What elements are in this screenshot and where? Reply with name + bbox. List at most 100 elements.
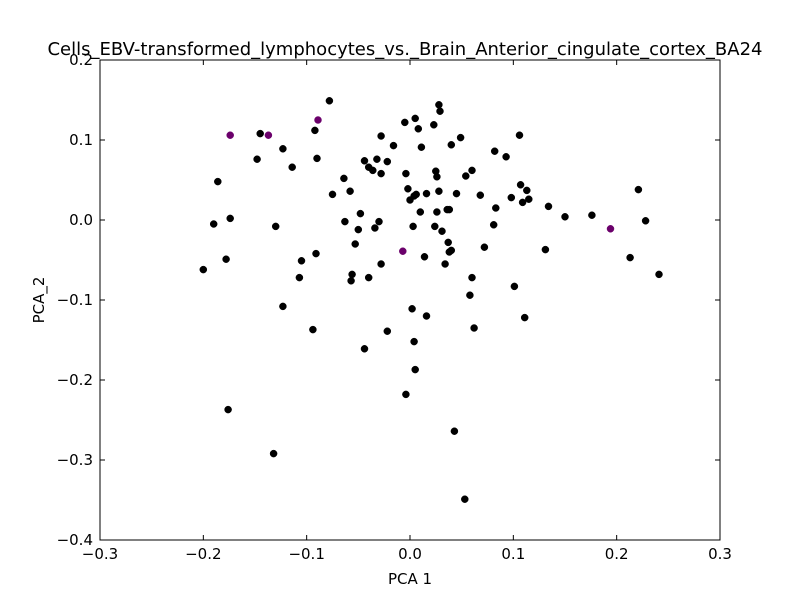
data-point <box>369 166 377 175</box>
data-point <box>416 208 425 216</box>
data-point <box>489 221 498 229</box>
data-point <box>468 273 476 282</box>
y-tick-label: −0.4 <box>57 531 93 549</box>
data-point <box>199 265 208 274</box>
y-tick-label: 0.2 <box>69 51 93 69</box>
data-point <box>492 204 500 212</box>
data-point <box>411 365 419 374</box>
data-point <box>435 101 443 109</box>
data-point <box>360 157 369 165</box>
data-point <box>433 208 441 216</box>
data-point <box>441 260 449 268</box>
data-point <box>256 129 264 138</box>
data-point <box>544 202 553 211</box>
data-point <box>490 147 499 155</box>
data-point <box>271 222 280 231</box>
data-point <box>351 240 359 248</box>
data-point <box>297 257 306 265</box>
data-point <box>346 187 354 195</box>
y-axis-label: PCA_2 <box>30 277 49 324</box>
data-point <box>433 173 441 181</box>
data-point <box>417 143 426 151</box>
data-point <box>269 449 278 458</box>
data-point <box>541 245 550 254</box>
data-point <box>364 273 373 282</box>
data-point <box>588 211 596 219</box>
y-tick-label: 0.0 <box>69 211 93 229</box>
data-point <box>431 222 439 231</box>
x-tick-label: 0.1 <box>501 545 525 563</box>
data-point <box>399 247 407 255</box>
y-axis-ticks: −0.4 −0.3 −0.2 −0.1 0.0 0.1 0.2 <box>57 51 720 549</box>
data-point <box>420 253 429 261</box>
data-point <box>468 166 476 175</box>
data-point <box>226 214 234 223</box>
data-point <box>402 390 410 399</box>
points-layer <box>199 97 663 503</box>
data-point <box>462 172 470 180</box>
data-point <box>641 217 650 225</box>
data-point <box>430 121 438 129</box>
data-point <box>328 190 337 199</box>
data-point <box>377 132 385 140</box>
data-point <box>515 131 524 139</box>
data-point <box>470 324 478 332</box>
data-point <box>561 213 569 221</box>
data-point <box>523 186 531 195</box>
data-point <box>279 145 287 153</box>
data-point <box>348 270 356 279</box>
data-point <box>606 225 615 233</box>
data-point <box>445 248 454 256</box>
x-tick-label: −0.1 <box>288 545 324 563</box>
data-point <box>377 169 385 178</box>
data-point <box>356 209 365 218</box>
data-point <box>510 282 519 291</box>
data-point <box>264 131 273 139</box>
data-point <box>224 405 232 414</box>
y-tick-label: 0.1 <box>69 131 93 149</box>
x-tick-label: 0.0 <box>398 545 422 563</box>
x-axis-ticks: −0.3 −0.2 −0.1 0.0 0.1 0.2 0.3 <box>82 60 732 563</box>
data-point <box>410 337 418 346</box>
data-point <box>476 191 485 199</box>
x-tick-label: 0.2 <box>605 545 629 563</box>
data-point <box>414 125 423 133</box>
data-point <box>507 193 516 202</box>
y-tick-label: −0.1 <box>57 291 93 309</box>
data-point <box>525 195 533 203</box>
data-point <box>444 238 452 247</box>
data-point <box>516 181 525 189</box>
data-point <box>295 273 304 282</box>
data-point <box>383 327 392 335</box>
data-point <box>226 131 234 139</box>
data-point <box>360 345 369 353</box>
y-tick-label: −0.2 <box>57 371 93 389</box>
x-tick-label: −0.2 <box>185 545 221 563</box>
data-point <box>279 302 287 311</box>
data-point <box>422 312 431 320</box>
data-point <box>502 153 510 161</box>
data-point <box>480 243 489 251</box>
data-point <box>340 174 348 183</box>
data-point <box>309 325 317 334</box>
data-point <box>634 185 643 194</box>
plot-frame <box>99 59 721 541</box>
data-point <box>655 270 663 279</box>
data-point <box>389 141 398 150</box>
data-point <box>371 224 379 232</box>
data-point <box>354 225 363 234</box>
data-point <box>347 277 355 285</box>
data-point <box>373 155 381 163</box>
data-point <box>288 163 296 171</box>
data-point <box>626 253 634 262</box>
data-point <box>411 114 419 123</box>
x-tick-label: 0.3 <box>708 545 732 563</box>
data-point <box>412 190 420 199</box>
data-point <box>312 249 320 258</box>
chart-title: Cells_EBV-transformed_lymphocytes_vs._Br… <box>47 39 762 60</box>
data-point <box>214 177 222 186</box>
data-point <box>253 155 261 163</box>
data-point <box>341 217 349 226</box>
x-tick-label: −0.3 <box>82 545 118 563</box>
